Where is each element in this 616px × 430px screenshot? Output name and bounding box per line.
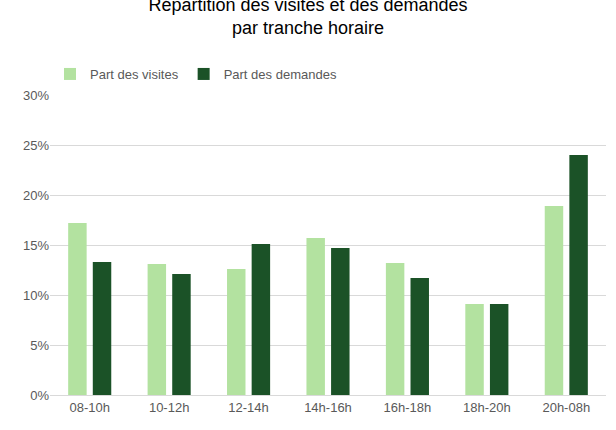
svg-text:10%: 10% bbox=[23, 288, 49, 303]
svg-text:25%: 25% bbox=[23, 138, 49, 153]
svg-text:0%: 0% bbox=[30, 388, 49, 403]
svg-text:12-14h: 12-14h bbox=[228, 400, 268, 415]
svg-text:18h-20h: 18h-20h bbox=[463, 400, 511, 415]
svg-text:15%: 15% bbox=[23, 238, 49, 253]
svg-text:30%: 30% bbox=[23, 88, 49, 103]
svg-text:Part des visites: Part des visites bbox=[90, 67, 179, 82]
svg-text:16h-18h: 16h-18h bbox=[384, 400, 432, 415]
svg-text:20%: 20% bbox=[23, 188, 49, 203]
svg-text:20h-08h: 20h-08h bbox=[542, 400, 590, 415]
svg-text:Répartition des visites et des: Répartition des visites et des demandesp… bbox=[148, 0, 467, 38]
svg-text:08-10h: 08-10h bbox=[69, 400, 109, 415]
svg-text:Part des demandes: Part des demandes bbox=[224, 67, 337, 82]
svg-text:10-12h: 10-12h bbox=[149, 400, 189, 415]
svg-text:14h-16h: 14h-16h bbox=[304, 400, 352, 415]
svg-text:5%: 5% bbox=[30, 338, 49, 353]
